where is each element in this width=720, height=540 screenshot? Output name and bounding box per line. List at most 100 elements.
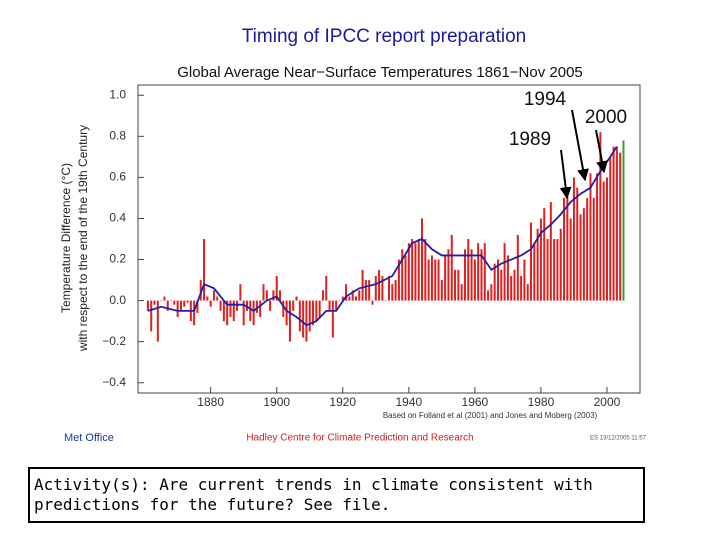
- bar: [354, 296, 357, 301]
- bar: [596, 173, 599, 301]
- trend-line: [147, 146, 618, 327]
- bar: [275, 275, 278, 301]
- bar: [463, 249, 466, 301]
- bar: [222, 300, 225, 322]
- bar: [312, 300, 315, 326]
- bar: [186, 300, 189, 303]
- bar: [321, 290, 324, 301]
- bar: [582, 208, 585, 301]
- annotation: 1989: [509, 129, 551, 150]
- bar: [255, 300, 258, 313]
- bar: [361, 269, 364, 301]
- bar: [622, 140, 625, 301]
- bar: [259, 300, 262, 318]
- annotation-arrow: [559, 149, 572, 200]
- y-axis-label: with respect to the end of the 19th Cent…: [76, 125, 90, 352]
- bar: [536, 228, 539, 301]
- bar: [381, 275, 384, 301]
- bar: [325, 275, 328, 301]
- x-tick-label: 2000: [594, 395, 621, 409]
- annotation-arrow: [595, 129, 608, 174]
- bar: [199, 280, 202, 301]
- bar: [173, 300, 176, 305]
- bar: [298, 300, 301, 332]
- bar: [539, 218, 542, 301]
- y-tick-label: 1.0: [109, 87, 126, 101]
- bar: [615, 146, 618, 301]
- x-tick-label: 1880: [197, 395, 224, 409]
- bar: [236, 300, 239, 311]
- bar: [612, 146, 615, 301]
- y-tick-label: −0.4: [102, 375, 126, 389]
- bar: [523, 259, 526, 301]
- bar: [417, 239, 420, 301]
- y-tick-label: 0.2: [109, 252, 126, 266]
- bar: [196, 300, 199, 313]
- bar: [592, 197, 595, 301]
- bar: [170, 300, 173, 302]
- bar: [487, 290, 490, 301]
- bar: [384, 300, 387, 302]
- bar: [430, 255, 433, 301]
- bar: [374, 275, 377, 301]
- annotation: 2000: [585, 107, 627, 128]
- bar: [292, 300, 295, 311]
- bar: [176, 300, 179, 318]
- bar: [156, 300, 159, 342]
- bar: [239, 284, 242, 301]
- bar: [252, 300, 255, 326]
- y-tick-label: −0.2: [102, 334, 126, 348]
- bar: [279, 290, 282, 301]
- bar: [589, 173, 592, 301]
- bar: [338, 300, 341, 302]
- y-tick-label: 0.8: [109, 129, 126, 143]
- y-tick-label: 0.4: [109, 211, 126, 225]
- bar: [569, 218, 572, 301]
- bar: [470, 249, 473, 301]
- page-title: Timing of IPCC report preparation: [242, 26, 526, 47]
- bar: [209, 300, 212, 307]
- bar: [285, 300, 288, 326]
- bar: [454, 269, 457, 301]
- bar: [315, 300, 318, 322]
- x-tick-label: 1980: [528, 395, 555, 409]
- bar: [424, 239, 427, 301]
- x-tick-label: 1900: [263, 395, 290, 409]
- bar: [526, 284, 529, 301]
- bar: [166, 300, 169, 311]
- bar: [444, 255, 447, 301]
- bar: [490, 284, 493, 301]
- bar: [351, 290, 354, 301]
- bar: [434, 259, 437, 301]
- bar: [576, 187, 579, 301]
- bar: [288, 300, 291, 342]
- bar: [516, 234, 519, 301]
- bar: [506, 255, 509, 301]
- bar: [586, 197, 589, 301]
- bar: [391, 284, 394, 301]
- bar: [193, 300, 196, 326]
- bar: [477, 243, 480, 301]
- bar: [153, 300, 156, 305]
- bar: [269, 300, 272, 311]
- bar: [407, 243, 410, 301]
- bar: [232, 300, 235, 322]
- bar: [605, 177, 608, 301]
- bar: [559, 228, 562, 301]
- bar: [447, 249, 450, 301]
- bar: [348, 296, 351, 301]
- bar: [364, 280, 367, 301]
- annotation-arrow: [571, 109, 589, 182]
- credit: ES 13/12/2005 11:57: [590, 436, 647, 442]
- bar: [411, 239, 414, 301]
- bar: [450, 234, 453, 301]
- bar: [229, 300, 232, 318]
- bar: [533, 243, 536, 301]
- bar: [496, 259, 499, 301]
- bar: [378, 269, 381, 301]
- bar: [249, 300, 252, 322]
- bar: [546, 239, 549, 301]
- bar: [404, 255, 407, 301]
